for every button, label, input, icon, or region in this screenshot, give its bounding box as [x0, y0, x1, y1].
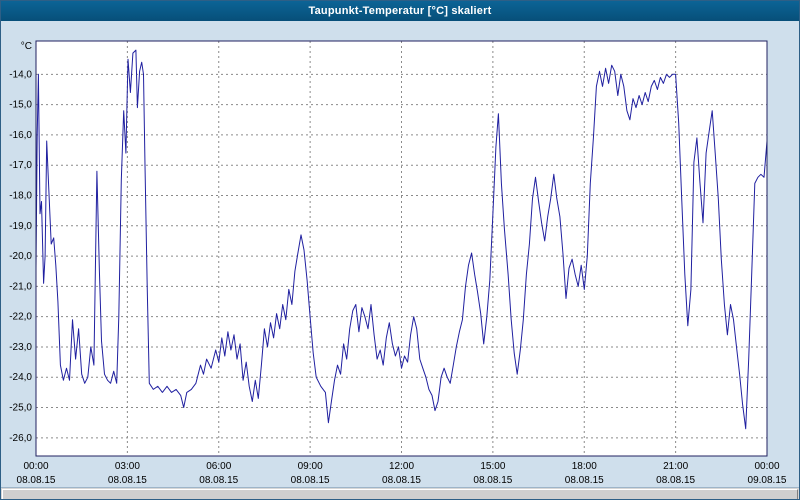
- x-tick-date-label: 08.08.15: [473, 475, 512, 486]
- y-axis-unit-label: °C: [21, 41, 32, 52]
- dewpoint-series-line: [35, 49, 768, 430]
- x-tick-date-label: 08.08.15: [382, 475, 421, 486]
- x-tick-time-label: 21:00: [663, 461, 688, 472]
- y-tick-label: -24,0: [9, 372, 32, 383]
- y-tick-label: -25,0: [9, 403, 32, 414]
- dewpoint-line-chart: -14,0 -15,0 -16,0 -17,0 -18,0 -19,0 -20,0 -21,0…: [9, 40, 787, 486]
- x-tick-date-label: 08.08.15: [291, 475, 330, 486]
- y-tick-label: -14,0: [9, 69, 32, 80]
- y-tick-label: -18,0: [9, 190, 32, 201]
- y-tick-label: -17,0: [9, 160, 32, 171]
- plot-background: [36, 41, 767, 456]
- y-tick-label: -15,0: [9, 100, 32, 111]
- y-tick-label: -26,0: [9, 433, 32, 444]
- x-tick-date-label: 08.08.15: [565, 475, 604, 486]
- y-tick-label: -16,0: [9, 130, 32, 141]
- y-tick-label: -20,0: [9, 251, 32, 262]
- y-tick-label: -22,0: [9, 312, 32, 323]
- scrollbar-thumb[interactable]: [2, 489, 798, 499]
- x-tick-date-label: 09.08.15: [748, 475, 787, 486]
- x-tick-time-label: 00:00: [23, 461, 48, 472]
- x-tick-time-label: 18:00: [572, 461, 597, 472]
- x-tick-time-label: 00:00: [754, 461, 779, 472]
- x-tick-date-label: 08.08.15: [199, 475, 238, 486]
- y-tick-label: -23,0: [9, 342, 32, 353]
- chart-title-bar: Taupunkt-Temperatur [°C] skaliert: [1, 1, 799, 21]
- x-tick-time-label: 09:00: [298, 461, 323, 472]
- plot-border: [35, 40, 768, 457]
- x-tick-time-label: 03:00: [115, 461, 140, 472]
- x-tick-date-label: 08.08.15: [656, 475, 695, 486]
- x-tick-date-label: 08.08.15: [108, 475, 147, 486]
- y-tick-label: -21,0: [9, 281, 32, 292]
- horizontal-scrollbar[interactable]: [1, 487, 799, 499]
- x-tick-time-label: 15:00: [480, 461, 505, 472]
- x-tick-time-label: 06:00: [206, 461, 231, 472]
- y-tick-label: -19,0: [9, 221, 32, 232]
- x-tick-time-label: 12:00: [389, 461, 414, 472]
- chart-plot-area: -14,0 -15,0 -16,0 -17,0 -18,0 -19,0 -20,0 -21,0…: [1, 21, 799, 487]
- x-tick-date-label: 08.08.15: [17, 475, 56, 486]
